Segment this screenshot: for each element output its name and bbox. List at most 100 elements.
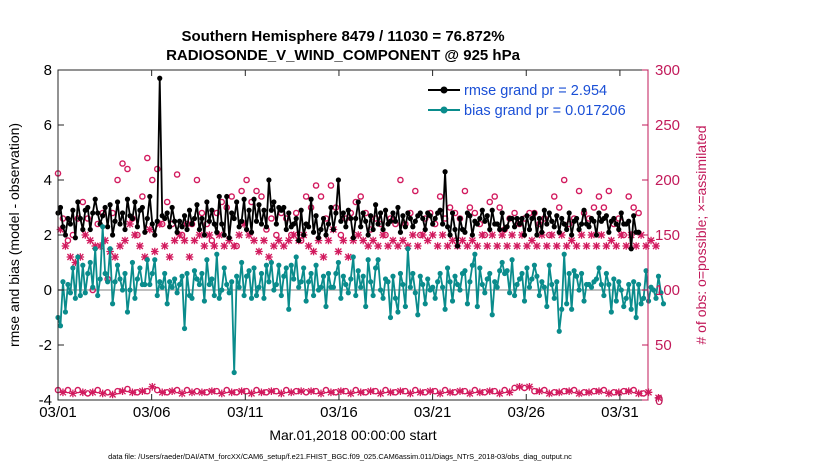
- assimilated-count-marker: [66, 253, 75, 261]
- assimilated-count-marker: [265, 253, 273, 261]
- bias-point: [313, 262, 319, 268]
- bias-point: [211, 292, 217, 299]
- bias-point: [348, 276, 354, 282]
- bias-point: [142, 281, 148, 288]
- bias-point: [549, 281, 555, 288]
- rmse-point: [561, 221, 567, 227]
- rmse-point: [201, 232, 207, 238]
- assimilated-count-marker: [466, 389, 474, 398]
- rmse-point: [60, 224, 66, 230]
- possible-count-marker: [258, 193, 265, 200]
- rmse-point: [628, 246, 634, 252]
- bias-point: [593, 276, 600, 282]
- assimilated-count-marker: [394, 242, 402, 250]
- rmse-point: [75, 199, 81, 205]
- chart-title-line1: Southern Hemisphere 8479 / 11030 = 76.87…: [181, 28, 504, 45]
- rmse-point: [174, 229, 180, 235]
- rmse-point: [181, 213, 188, 219]
- bias-point: [184, 270, 190, 277]
- bias-point: [385, 279, 391, 285]
- bias-point: [241, 292, 247, 299]
- legend-bias-label: bias grand pr = 0.017206: [464, 103, 626, 119]
- bias-point: [417, 273, 423, 279]
- bias-point: [655, 273, 662, 279]
- bias-point: [392, 295, 399, 301]
- assimilated-count-marker: [399, 236, 407, 245]
- assimilated-count-marker: [215, 231, 224, 239]
- assimilated-count-marker: [418, 231, 427, 239]
- possible-count-marker: [148, 176, 156, 184]
- assimilated-count-marker: [101, 236, 109, 245]
- rmse-point: [266, 177, 272, 183]
- rmse-point: [526, 226, 533, 233]
- bias-point: [72, 295, 78, 301]
- rmse-point: [454, 243, 461, 249]
- rmse-point: [335, 177, 341, 183]
- bias-point: [310, 292, 317, 299]
- assimilated-count-marker: [488, 231, 497, 239]
- bias-point: [494, 284, 500, 290]
- bias-point: [296, 284, 302, 290]
- bias-point: [271, 287, 277, 293]
- rmse-point: [405, 210, 411, 216]
- rmse-point: [167, 224, 173, 230]
- assimilated-count-marker: [503, 242, 511, 250]
- assimilated-count-marker: [587, 231, 596, 239]
- bias-point: [273, 281, 279, 288]
- bias-point: [335, 259, 341, 266]
- bias-point: [340, 273, 346, 279]
- rmse-point: [109, 232, 116, 238]
- assimilated-count-marker: [557, 231, 566, 239]
- rmse-point: [373, 202, 379, 208]
- bias-point: [253, 292, 260, 299]
- assimilated-count-marker: [81, 231, 90, 239]
- possible-count-marker: [511, 384, 518, 392]
- rmse-point: [271, 199, 277, 205]
- rmse-point: [301, 232, 307, 238]
- rmse-point: [70, 207, 76, 213]
- assimilated-count-marker: [505, 388, 514, 397]
- rmse-point: [114, 199, 121, 205]
- assimilated-count-marker: [337, 387, 345, 395]
- bias-point: [454, 281, 461, 288]
- bias-point: [499, 259, 505, 266]
- possible-count-marker: [84, 390, 92, 397]
- rmse-point: [90, 210, 96, 216]
- rmse-point: [449, 210, 456, 216]
- rmse-point: [504, 224, 510, 230]
- assimilated-count-marker: [374, 242, 382, 250]
- rmse-point: [273, 221, 279, 227]
- x-axis-label: Mar.01,2018 00:00:00 start: [269, 427, 436, 443]
- y-left-tick-label: 6: [44, 117, 52, 134]
- assimilated-count-marker: [543, 242, 551, 250]
- possible-count-marker: [412, 187, 419, 195]
- rmse-point: [442, 169, 448, 175]
- assimilated-count-marker: [364, 242, 372, 250]
- assimilated-count-marker: [495, 389, 504, 398]
- rmse-point: [487, 226, 493, 233]
- rmse-point: [296, 237, 302, 244]
- assimilated-count-marker: [170, 236, 179, 245]
- rmse-point: [591, 218, 597, 224]
- assimilated-count-marker: [396, 387, 405, 395]
- assimilated-count-marker: [528, 236, 536, 245]
- assimilated-count-marker: [307, 387, 315, 395]
- rmse-point: [72, 235, 78, 241]
- rmse-point: [318, 226, 324, 233]
- assimilated-count-marker: [198, 388, 206, 397]
- rmse-point: [147, 193, 153, 200]
- rmse-point: [390, 210, 396, 216]
- assimilated-count-marker: [634, 389, 643, 398]
- bias-point: [159, 284, 165, 290]
- bias-point: [100, 224, 106, 230]
- rmse-point: [410, 224, 416, 230]
- rmse-point: [176, 218, 183, 224]
- assimilated-count-marker: [423, 236, 432, 245]
- bias-point: [276, 262, 282, 268]
- possible-count-marker: [163, 198, 171, 206]
- rmse-point: [325, 221, 332, 227]
- bias-point: [576, 287, 582, 293]
- rmse-point: [427, 213, 433, 219]
- x-tick-label: 03/01: [39, 404, 77, 421]
